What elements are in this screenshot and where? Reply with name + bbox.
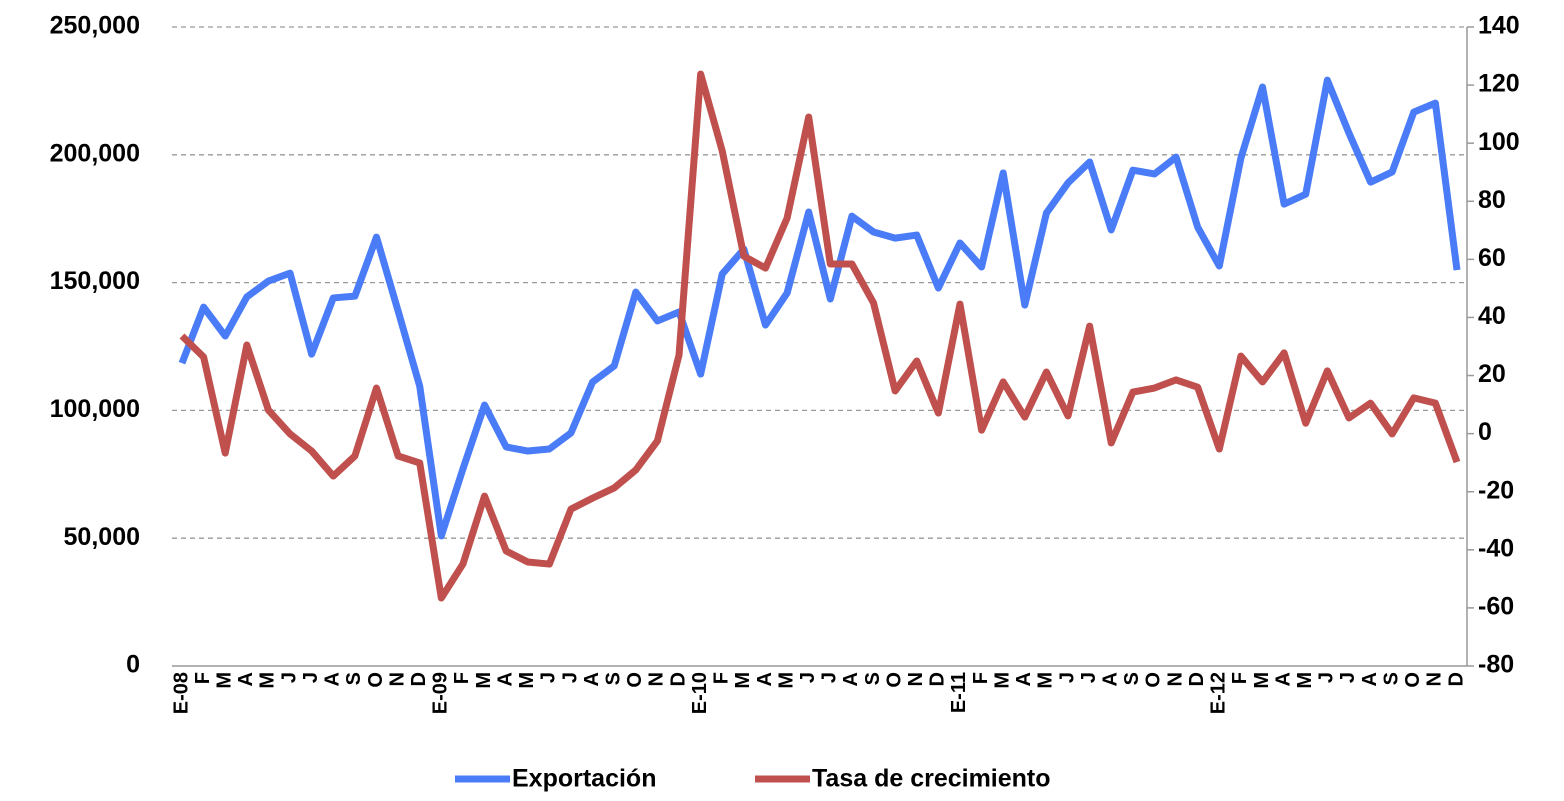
x-tick-label: A <box>494 672 516 686</box>
y-tick-label: 150,000 <box>50 267 140 295</box>
x-tick-label: O <box>365 672 387 688</box>
x-tick-label: E-11 <box>948 672 970 713</box>
x-tick-label: N <box>1164 672 1186 686</box>
y2-tick-label: 0 <box>1478 418 1492 446</box>
y2-tick-label: -80 <box>1478 651 1514 679</box>
x-tick-label: S <box>1121 672 1143 685</box>
x-tick-label: S <box>343 672 365 685</box>
y2-tick-label: 100 <box>1478 128 1520 156</box>
y2-tick-label: 140 <box>1478 12 1520 40</box>
x-tick-label: M <box>732 672 754 689</box>
x-tick-label: S <box>602 672 624 685</box>
x-tick-label: F <box>970 672 992 684</box>
x-tick-label: J <box>819 672 841 683</box>
line-series <box>178 76 1461 540</box>
x-tick-label: M <box>775 672 797 689</box>
x-tick-label: N <box>386 672 408 686</box>
x-tick-label: D <box>408 672 430 686</box>
x-tick-label: A <box>1272 672 1294 686</box>
x-tick-label: N <box>1424 672 1446 686</box>
x-tick-label: E-10 <box>689 672 711 714</box>
y-tick-label: 100,000 <box>50 395 140 423</box>
x-tick-label: J <box>1337 672 1359 683</box>
x-tick-label: J <box>559 672 581 683</box>
x-tick-label: M <box>473 672 495 689</box>
y2-tick-label: -40 <box>1478 534 1514 562</box>
x-tick-label: N <box>905 672 927 686</box>
x-tick-label: A <box>1013 672 1035 686</box>
y2-tick-label: 20 <box>1478 360 1506 388</box>
x-tick-label: M <box>214 672 236 689</box>
x-tick-label: M <box>1035 672 1057 689</box>
x-tick-label: O <box>883 672 905 688</box>
x-tick-label: M <box>1251 672 1273 689</box>
x-tick-label: D <box>1186 672 1208 686</box>
x-tick-label: M <box>991 672 1013 689</box>
x-tick-label: J <box>1316 672 1338 683</box>
x-tick-label: F <box>711 672 733 684</box>
y2-tick-label: 120 <box>1478 70 1520 98</box>
x-tick-label: M <box>1294 672 1316 689</box>
x-tick-label: D <box>927 672 949 686</box>
y2-tick-label: 80 <box>1478 186 1506 214</box>
x-tick-label: S <box>862 672 884 685</box>
x-tick-label: E-08 <box>170 672 192 714</box>
x-tick-label: J <box>538 672 560 683</box>
x-tick-label: S <box>1380 672 1402 685</box>
x-tick-label: D <box>1445 672 1467 686</box>
x-tick-label: A <box>581 672 603 686</box>
x-tick-label: J <box>1078 672 1100 683</box>
x-tick-label: M <box>257 672 279 689</box>
y-tick-label: 50,000 <box>64 523 140 551</box>
legend-label: Exportación <box>512 765 656 793</box>
y-tick-label: 250,000 <box>50 12 140 40</box>
y2-tick-label: 40 <box>1478 302 1506 330</box>
x-tick-label: J <box>300 672 322 683</box>
x-tick-label: J <box>1056 672 1078 683</box>
x-tick-label: A <box>322 672 344 686</box>
x-tick-label: A <box>754 672 776 686</box>
x-tick-label: E-12 <box>1208 672 1230 714</box>
x-tick-label: O <box>1402 672 1424 688</box>
x-tick-label: O <box>624 672 646 688</box>
x-tick-label: M <box>516 672 538 689</box>
line-series <box>179 70 1461 602</box>
x-tick-label: A <box>1100 672 1122 686</box>
x-tick-label: F <box>451 672 473 684</box>
x-tick-label: E-09 <box>430 672 452 714</box>
y-tick-label: 0 <box>126 651 140 679</box>
x-tick-label: J <box>278 672 300 683</box>
x-tick-label: O <box>1143 672 1165 688</box>
y2-tick-label: -60 <box>1478 593 1514 621</box>
x-tick-label: N <box>646 672 668 686</box>
y-tick-label: 200,000 <box>50 139 140 167</box>
x-tick-label: J <box>797 672 819 683</box>
x-tick-label: D <box>667 672 689 686</box>
legend-label: Tasa de crecimiento <box>812 765 1051 793</box>
x-tick-label: A <box>235 672 257 686</box>
x-tick-label: A <box>840 672 862 686</box>
x-tick-label: A <box>1359 672 1381 686</box>
x-tick-label: F <box>192 672 214 684</box>
y2-tick-label: 60 <box>1478 244 1506 272</box>
x-tick-label: F <box>1229 672 1251 684</box>
y2-tick-label: -20 <box>1478 476 1514 504</box>
